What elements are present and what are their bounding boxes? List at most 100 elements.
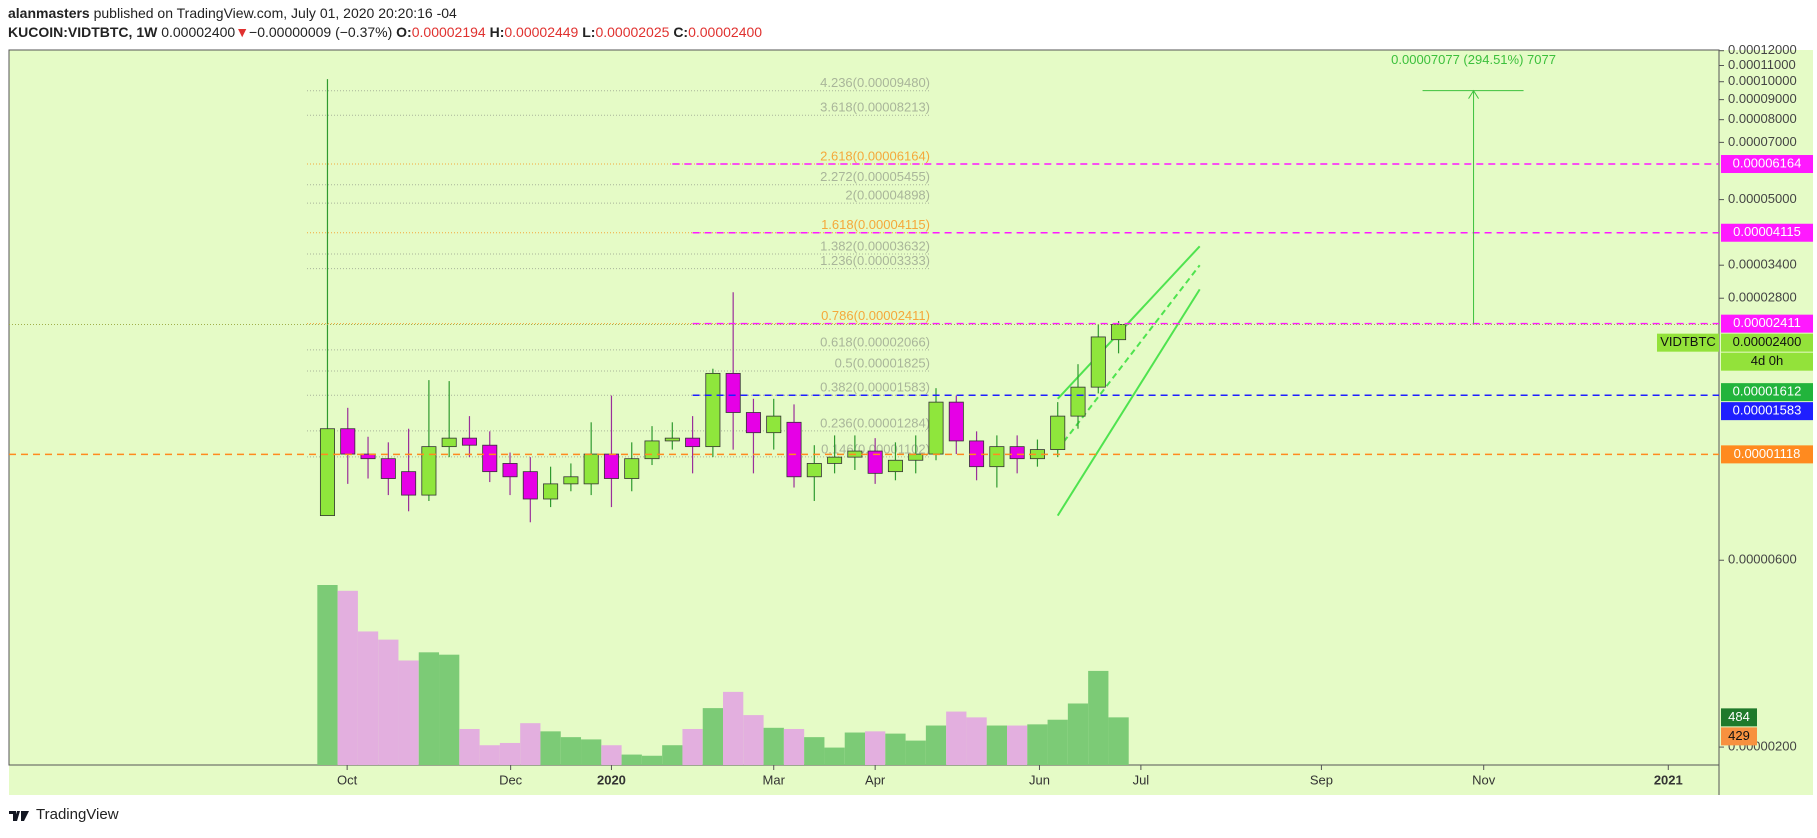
volume-bar [560,737,582,765]
volume-bar [317,585,338,765]
x-tick-label: Dec [499,772,523,787]
x-tick-label: Jul [1133,772,1150,787]
author: alanmasters [8,5,90,21]
volume-bar [865,731,886,765]
fib-label: 2.272(0.00005455) [820,169,930,184]
level-label: 0.00002411 [1733,315,1801,330]
y-tick-label: 0.00002800 [1728,290,1797,305]
last-price-label: 0.00002400 [1733,334,1802,349]
x-tick-label: Sep [1310,772,1333,787]
brand: TradingView [36,806,119,823]
candle-body [583,453,599,485]
fib-label: 1.236(0.00003333) [820,253,930,268]
fib-label: 0.5(0.00001825) [835,355,930,370]
candle-body [401,471,417,496]
volume-bar [905,740,926,765]
volume-bar [439,654,460,765]
volume-bar [459,728,480,765]
volume-bar [418,652,440,765]
brand-logo [9,810,29,821]
fib-label: 4.236(0.00009480) [820,75,930,90]
fib-label: 0.618(0.00002066) [820,334,930,349]
volume-bar [479,745,500,765]
fib-label: 2(0.00004898) [845,188,930,203]
volume-bar [763,727,784,765]
published: published on TradingView.com, July 01, 2… [93,5,457,21]
fib-label: 3.618(0.00008213) [820,100,930,115]
volume-bar [1088,670,1109,765]
level-label-box [1721,223,1813,242]
candle-body [563,476,579,485]
symbol: KUCOIN:VIDTBTC, 1W [8,24,158,40]
y-tick-label: 0.00011000 [1728,57,1796,72]
candle-body [461,437,477,446]
fib-label: 1.382(0.00003632) [820,238,930,253]
volume-bar [723,691,744,765]
candle-body [685,437,701,448]
candle-body [360,453,376,460]
candle-body [766,415,782,434]
volume-bar [844,732,866,765]
volume-bar [824,747,845,765]
candle-body [725,372,741,413]
candle-body [1111,324,1127,341]
x-tick-label: 2021 [1654,772,1683,787]
volume-bar [925,725,947,765]
candle-body [482,444,498,473]
channel-upper [1056,245,1201,400]
volume-bar [499,742,521,765]
publish-line: alanmasters published on TradingView.com… [8,4,762,23]
o-value: 0.00002194 [411,24,486,40]
candle-body [867,450,883,474]
candle-body [827,456,843,464]
candle-body [522,471,538,500]
candle-body [502,463,518,478]
volume-bar [1067,703,1089,765]
y-tick-label: 0.00008000 [1728,111,1797,126]
candle-body [1009,446,1025,460]
volume-bar [357,631,379,765]
y-tick-label: 0.00010000 [1728,73,1797,88]
arrow: ▼ [235,24,250,40]
candle-body [340,428,356,455]
volume-bar [986,725,1008,765]
volume-bar [520,723,541,765]
fib-label: 1.618(0.00004115) [821,217,930,232]
last-price-label-box [1721,333,1813,352]
level-label-box [1721,402,1813,421]
candle-body [624,458,640,479]
candle-body [441,437,457,448]
volume-bar [702,708,724,765]
level-label-box [1721,155,1813,174]
x-tick-label: Jun [1029,772,1050,787]
level-label-box [1721,314,1813,333]
volume-bar [1047,719,1068,765]
volume-ma-box [1721,727,1757,746]
level-label: 0.00001583 [1733,403,1802,418]
volume-label: 484 [1728,709,1750,724]
volume-bar [398,660,419,765]
l-key: L: [582,24,596,40]
level-label: 0.00006164 [1733,155,1802,170]
symbol-line: KUCOIN:VIDTBTC, 1W 0.00002400▼−0.0000000… [8,23,762,42]
footer: TradingView [8,806,119,823]
volume-bar [1007,725,1028,765]
candle-body [887,459,903,473]
level-label-box [1721,445,1813,464]
y-tick-label: 0.00012000 [1728,42,1797,57]
fib-label: 0.382(0.00001583) [820,380,930,395]
volume-bar [1027,724,1048,765]
c-key: C: [673,24,689,40]
countdown-label-box [1721,352,1813,371]
countdown-label: 4d 0h [1751,353,1784,368]
candle-body [948,401,964,442]
volume-bar [601,745,622,765]
candle-body [786,421,802,478]
y-tick-label: 0.00000600 [1728,552,1797,567]
last: 0.00002400 [161,24,236,40]
c-value: 0.00002400 [688,24,763,40]
fib-label: 2.618(0.00006164) [820,148,930,163]
level-label: 0.00001612 [1733,384,1802,399]
x-tick-label: Nov [1472,772,1496,787]
